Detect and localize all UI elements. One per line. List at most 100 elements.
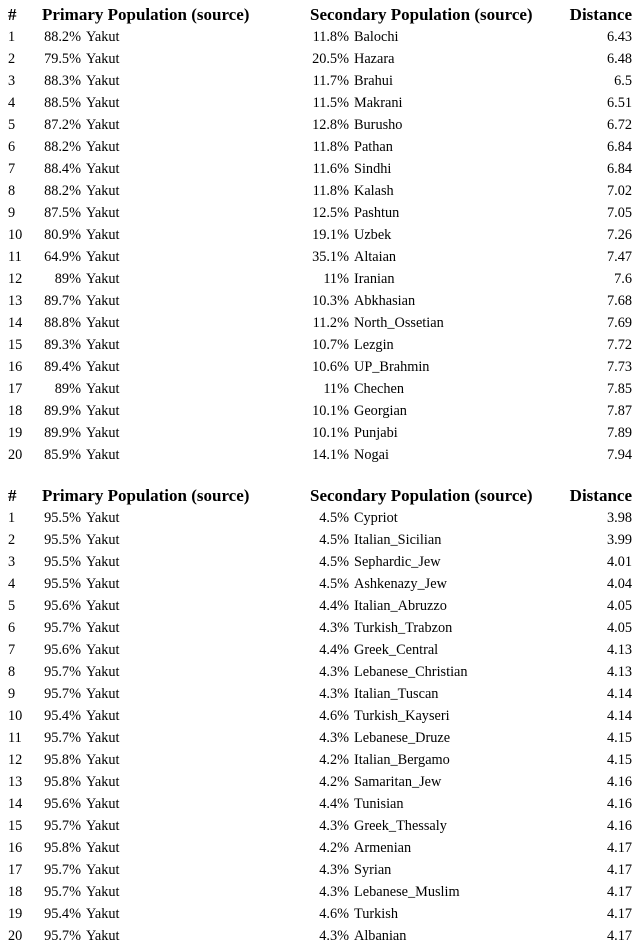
primary-population-cell: 95.5% Yakut (42, 573, 310, 595)
primary-percent: 89.9% (44, 403, 81, 419)
secondary-population-cell: 4.4% Greek_Central (310, 639, 565, 661)
secondary-percent: 11.7% (312, 73, 349, 89)
secondary-population-name: Italian_Bergamo (354, 752, 450, 768)
col-header-distance: Distance (569, 486, 632, 505)
distance-value: 7.05 (606, 205, 632, 221)
row-number: 2 (8, 51, 16, 67)
secondary-percent: 4.3% (319, 620, 349, 636)
table-row: 3 95.5% Yakut 4.5% Sephardic_Jew 4.01 (8, 551, 632, 573)
secondary-population-cell: 10.1% Punjabi (310, 422, 565, 444)
secondary-percent: 4.6% (319, 708, 349, 724)
secondary-population-cell: 19.1% Uzbek (310, 224, 565, 246)
secondary-population-cell: 10.1% Georgian (310, 400, 565, 422)
table-row: 10 95.4% Yakut 4.6% Turkish_Kayseri 4.14 (8, 705, 632, 727)
secondary-population-name: Ashkenazy_Jew (354, 576, 447, 592)
secondary-population-name: Lebanese_Christian (354, 664, 468, 680)
secondary-population-cell: 4.2% Samaritan_Jew (310, 771, 565, 793)
secondary-population-name: Samaritan_Jew (354, 774, 442, 790)
row-number: 19 (8, 425, 23, 441)
row-number: 6 (8, 620, 16, 636)
secondary-percent: 11.2% (312, 315, 349, 331)
row-number: 18 (8, 884, 23, 900)
secondary-percent: 11.6% (312, 161, 349, 177)
distance-value: 4.17 (606, 906, 632, 922)
secondary-population-cell: 11% Iranian (310, 268, 565, 290)
secondary-population-cell: 4.3% Greek_Thessaly (310, 815, 565, 837)
distance-value: 7.02 (606, 183, 632, 199)
col-header-num: # (8, 5, 17, 24)
primary-percent: 88.3% (44, 73, 81, 89)
table-row: 20 95.7% Yakut 4.3% Albanian 4.17 (8, 925, 632, 947)
primary-population-cell: 95.5% Yakut (42, 507, 310, 529)
secondary-population-cell: 11.6% Sindhi (310, 158, 565, 180)
distance-value: 7.26 (606, 227, 632, 243)
table-row: 5 87.2% Yakut 12.8% Burusho 6.72 (8, 114, 632, 136)
primary-population-name: Yakut (86, 359, 120, 375)
table-row: 1 88.2% Yakut 11.8% Balochi 6.43 (8, 26, 632, 48)
primary-percent: 95.5% (44, 576, 81, 592)
distance-value: 6.72 (606, 117, 632, 133)
primary-population-cell: 88.2% Yakut (42, 26, 310, 48)
row-number: 11 (8, 249, 22, 265)
secondary-population-name: Cypriot (354, 510, 398, 526)
secondary-population-name: Lebanese_Druze (354, 730, 451, 746)
secondary-percent: 4.2% (319, 774, 349, 790)
primary-population-name: Yakut (86, 928, 120, 944)
secondary-population-name: Makrani (354, 95, 403, 111)
secondary-population-cell: 4.3% Lebanese_Druze (310, 727, 565, 749)
primary-population-cell: 95.7% Yakut (42, 661, 310, 683)
distance-value: 4.05 (606, 598, 632, 614)
primary-population-name: Yakut (86, 73, 120, 89)
row-number: 20 (8, 928, 23, 944)
row-number: 4 (8, 576, 16, 592)
primary-population-cell: 87.2% Yakut (42, 114, 310, 136)
secondary-population-name: Uzbek (354, 227, 392, 243)
table-row: 11 95.7% Yakut 4.3% Lebanese_Druze 4.15 (8, 727, 632, 749)
secondary-percent: 4.2% (319, 752, 349, 768)
distance-value: 6.84 (606, 161, 632, 177)
secondary-percent: 4.4% (319, 598, 349, 614)
row-number: 5 (8, 117, 16, 133)
primary-percent: 95.4% (44, 708, 81, 724)
row-number: 10 (8, 708, 23, 724)
distance-value: 4.13 (606, 642, 632, 658)
secondary-population-name: Georgian (354, 403, 407, 419)
col-header-secondary: Secondary Population (source) (310, 486, 533, 505)
secondary-population-name: Balochi (354, 29, 399, 45)
primary-percent: 95.7% (44, 686, 81, 702)
primary-percent: 95.5% (44, 554, 81, 570)
primary-population-name: Yakut (86, 598, 120, 614)
primary-percent: 95.5% (44, 510, 81, 526)
primary-population-name: Yakut (86, 227, 120, 243)
row-number: 10 (8, 227, 23, 243)
secondary-population-name: Sindhi (354, 161, 392, 177)
secondary-population-cell: 4.3% Italian_Tuscan (310, 683, 565, 705)
distance-value: 4.14 (606, 686, 632, 702)
table-row: 4 88.5% Yakut 11.5% Makrani 6.51 (8, 92, 632, 114)
secondary-percent: 12.5% (312, 205, 349, 221)
table-row: 4 95.5% Yakut 4.5% Ashkenazy_Jew 4.04 (8, 573, 632, 595)
population-mix-table: # Primary Population (source) Secondary … (8, 485, 632, 947)
secondary-population-name: Italian_Abruzzo (354, 598, 447, 614)
primary-population-name: Yakut (86, 205, 120, 221)
distance-value: 4.15 (606, 730, 632, 746)
col-header-secondary: Secondary Population (source) (310, 5, 533, 24)
table-body: 1 95.5% Yakut 4.5% Cypriot 3.98 2 95.5% Yak… (8, 507, 632, 947)
secondary-population-name: Lezgin (354, 337, 394, 353)
col-header-num: # (8, 486, 17, 505)
row-number: 6 (8, 139, 16, 155)
secondary-percent: 4.6% (319, 906, 349, 922)
primary-percent: 95.7% (44, 620, 81, 636)
row-number: 1 (8, 29, 16, 45)
secondary-population-cell: 4.2% Armenian (310, 837, 565, 859)
primary-population-name: Yakut (86, 293, 120, 309)
primary-percent: 88.4% (44, 161, 81, 177)
distance-value: 4.01 (606, 554, 632, 570)
secondary-percent: 11% (323, 381, 349, 397)
secondary-population-cell: 35.1% Altaian (310, 246, 565, 268)
primary-population-name: Yakut (86, 337, 120, 353)
row-number: 18 (8, 403, 23, 419)
primary-population-cell: 88.3% Yakut (42, 70, 310, 92)
secondary-population-cell: 4.5% Ashkenazy_Jew (310, 573, 565, 595)
